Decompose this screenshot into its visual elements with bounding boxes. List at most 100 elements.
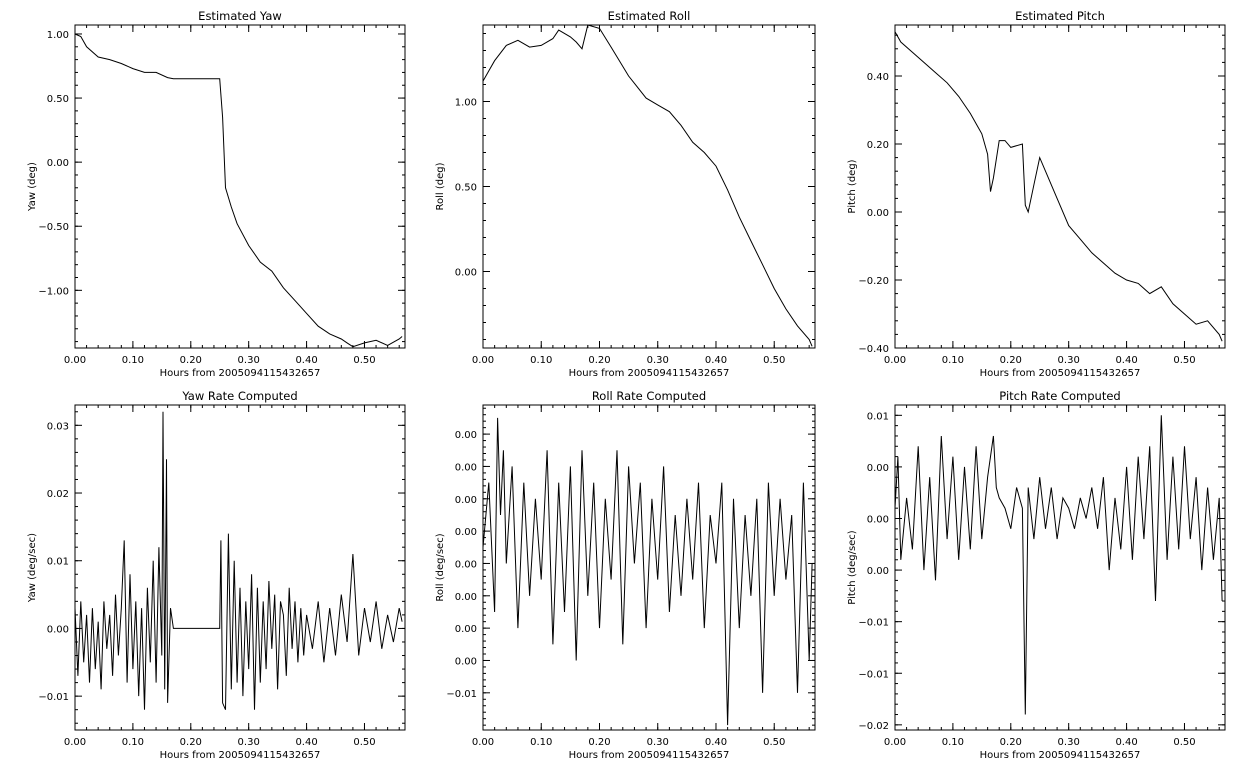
x-tick-label: 0.50 [353,355,375,366]
plot-title: Pitch Rate Computed [999,389,1120,403]
y-tick-label: 0.01 [867,411,889,422]
subplot-6: Pitch Rate Computed Pitch (deg/sec) Hours … [847,389,1226,761]
x-axis-label: Hours from 2005094115432657 [569,750,730,761]
x-tick-label: 0.20 [180,737,202,748]
plot-frame [74,24,406,349]
y-tick-label: 0.00 [455,527,477,538]
y-tick-label: −0.20 [858,276,889,287]
subplot-2: Estimated Roll Roll (deg) Hours from 20050… [435,9,816,379]
y-axis-label: Pitch (deg/sec) [847,530,858,605]
x-tick-label: 0.30 [1058,737,1080,748]
x-tick-label: 0.50 [1173,737,1195,748]
x-axis-label: Hours from 2005094115432657 [980,368,1141,379]
x-axis-label: Hours from 2005094115432657 [569,368,730,379]
y-axis-label: Yaw (deg) [27,162,38,212]
plot-frame [74,404,406,731]
x-tick-label: 0.00 [884,355,906,366]
series-line [74,411,403,710]
y-tick-label: 1.00 [47,30,69,41]
y-tick-label: −0.02 [858,721,889,732]
y-tick-label: 0.00 [47,158,69,169]
series-line [74,33,403,348]
x-tick-label: 0.50 [1173,355,1195,366]
x-tick-label: 0.30 [1058,355,1080,366]
y-tick-label: 0.00 [455,430,477,441]
x-tick-label: 0.30 [647,737,669,748]
x-tick-label: 0.10 [530,737,552,748]
y-tick-label: 0.20 [867,140,889,151]
y-tick-label: 0.50 [47,94,69,105]
y-tick-label: 0.00 [455,656,477,667]
y-tick-label: −0.01 [858,618,889,629]
subplot-4: Yaw Rate Computed Yaw (deg/sec) Hours from… [27,389,406,761]
x-tick-label: 0.10 [122,737,144,748]
x-tick-label: 0.00 [64,355,86,366]
y-axis-label: Roll (deg/sec) [435,533,446,601]
series-line [894,415,1223,715]
plot-title: Estimated Roll [608,9,691,23]
y-axis-label: Pitch (deg) [847,159,858,213]
y-tick-label: 0.00 [455,592,477,603]
x-tick-label: 0.50 [353,737,375,748]
y-tick-label: −1.00 [38,286,69,297]
y-tick-label: 0.40 [867,72,889,83]
y-tick-label: 0.00 [455,559,477,570]
y-tick-label: 0.00 [867,566,889,577]
x-tick-label: 0.40 [1115,737,1137,748]
plot-frame [482,404,816,731]
y-tick-label: 0.00 [455,624,477,635]
plot-frame [894,404,1226,731]
y-tick-label: −0.01 [446,689,477,700]
y-tick-label: −0.01 [38,692,69,703]
x-tick-label: 0.40 [705,737,727,748]
x-tick-label: 0.50 [763,355,785,366]
y-tick-label: 0.01 [47,557,69,568]
plot-title: Yaw Rate Computed [181,389,297,403]
x-tick-label: 0.10 [942,355,964,366]
y-tick-label: 0.00 [867,514,889,525]
subplot-5: Roll Rate Computed Roll (deg/sec) Hours fr… [435,389,816,761]
y-tick-label: 0.02 [47,489,69,500]
y-tick-label: −0.01 [858,669,889,680]
x-tick-label: 0.40 [1115,355,1137,366]
x-tick-label: 0.20 [1000,355,1022,366]
y-tick-label: 0.00 [455,495,477,506]
plot-title: Roll Rate Computed [592,389,706,403]
x-tick-label: 0.40 [295,737,317,748]
x-tick-label: 0.00 [472,737,494,748]
y-tick-label: −0.40 [858,344,889,355]
x-tick-label: 0.00 [64,737,86,748]
series-line [894,31,1223,342]
y-tick-label: 0.00 [867,463,889,474]
y-tick-label: 0.00 [455,268,477,279]
series-line [482,417,813,726]
y-tick-label: 1.00 [455,98,477,109]
plot-title: Estimated Yaw [198,9,282,23]
x-tick-label: 0.50 [763,737,785,748]
y-tick-label: −0.50 [38,222,69,233]
series-line [482,24,813,347]
y-tick-label: 0.00 [455,462,477,473]
y-tick-label: 0.03 [47,421,69,432]
x-tick-label: 0.20 [180,355,202,366]
plot-frame [894,24,1226,349]
y-tick-label: 0.50 [455,183,477,194]
x-tick-label: 0.40 [705,355,727,366]
x-tick-label: 0.10 [942,737,964,748]
x-axis-label: Hours from 2005094115432657 [160,750,321,761]
x-tick-label: 0.20 [588,355,610,366]
x-tick-label: 0.10 [122,355,144,366]
x-tick-label: 0.20 [588,737,610,748]
x-tick-label: 0.20 [1000,737,1022,748]
x-tick-label: 0.30 [238,355,260,366]
x-tick-label: 0.10 [530,355,552,366]
x-tick-label: 0.40 [295,355,317,366]
y-tick-label: 0.00 [867,208,889,219]
y-axis-label: Roll (deg) [435,162,446,210]
x-axis-label: Hours from 2005094115432657 [160,368,321,379]
y-tick-label: 0.00 [47,624,69,635]
plot-frame [482,24,816,349]
plot-title: Estimated Pitch [1015,9,1105,23]
